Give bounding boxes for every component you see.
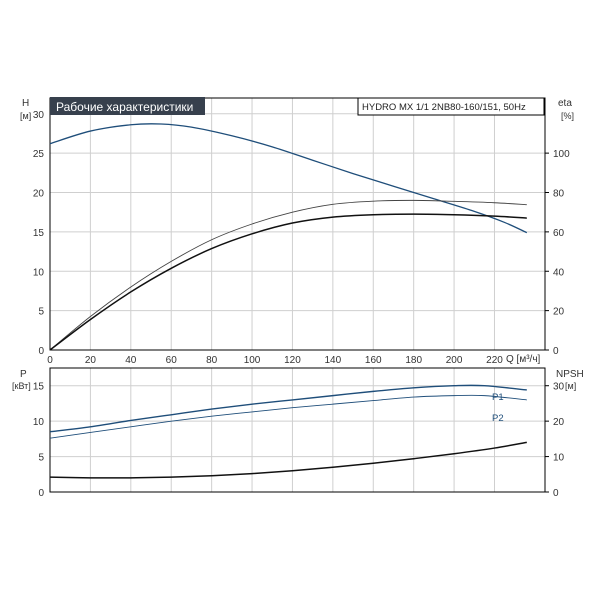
y-left-tick-label: 0	[38, 346, 44, 357]
x-tick-label: 40	[125, 355, 137, 366]
plot-frame	[49, 97, 546, 351]
upper-series	[49, 123, 528, 351]
x-tick-label: 140	[325, 355, 342, 366]
series-line-p2	[49, 394, 527, 439]
y-right-tick-label: 10	[553, 453, 565, 464]
y-left-tick-label: 10	[33, 417, 45, 428]
lower-tick-labels: 0 5 10 15 0 10 20 30	[33, 382, 565, 499]
y-right-title-lower: NPSH	[556, 369, 584, 380]
page-title: Рабочие характеристики	[56, 100, 193, 114]
x-tick-label: 20	[85, 355, 97, 366]
y-left-unit-lower: [кВт]	[12, 381, 31, 391]
series-label-p2: P2	[492, 413, 504, 424]
series-line-2	[49, 213, 527, 351]
x-tick-label: 80	[206, 355, 218, 366]
y-right-tick-label: 40	[553, 267, 565, 278]
x-tick-label: 0	[47, 355, 53, 366]
y-left-title-lower: P	[20, 369, 27, 380]
x-tick-label: 160	[365, 355, 382, 366]
y-right-tick-label: 100	[553, 149, 570, 160]
x-axis-title: Q [м³/ч]	[506, 354, 541, 365]
x-tick-label: 180	[405, 355, 422, 366]
y-left-tick-label: 5	[38, 453, 44, 464]
y-left-tick-label: 15	[33, 382, 45, 393]
y-left-title-upper: H	[22, 98, 29, 109]
x-tick-label: 220	[486, 355, 503, 366]
lower-series	[49, 384, 527, 479]
y-left-tick-label: 20	[33, 189, 45, 200]
upper-grid	[49, 97, 549, 351]
series-label-p1: P1	[492, 392, 504, 403]
y-right-tick-label: 80	[553, 189, 565, 200]
y-left-tick-label: 0	[38, 488, 44, 499]
series-line-2	[49, 441, 527, 479]
y-right-title-upper: eta	[558, 98, 572, 109]
y-right-unit-upper: [%]	[561, 111, 574, 121]
model-label: HYDRO MX 1/1 2NB80-160/151, 50Hz	[362, 102, 526, 113]
y-right-tick-label: 30	[553, 382, 565, 393]
y-right-tick-label: 60	[553, 228, 565, 239]
y-right-tick-label: 0	[553, 488, 559, 499]
y-left-tick-label: 10	[33, 267, 45, 278]
x-tick-label: 200	[446, 355, 463, 366]
series-line-p1	[49, 384, 527, 433]
title-box	[50, 97, 205, 115]
x-tick-label: 100	[244, 355, 261, 366]
upper-tick-labels: 0 20 40 60 80 100 120 140 160 180 200 2200510152025…	[33, 110, 570, 366]
y-left-unit-upper: [м]	[20, 111, 31, 121]
model-box	[357, 97, 545, 116]
y-right-tick-label: 20	[553, 307, 565, 318]
y-left-tick-label: 5	[38, 307, 44, 318]
y-right-unit-lower: [м]	[565, 381, 576, 391]
series-line-1	[49, 199, 527, 351]
y-left-tick-label: 30	[33, 110, 45, 121]
y-left-tick-label: 25	[33, 149, 45, 160]
y-left-tick-label: 15	[33, 228, 45, 239]
y-right-tick-label: 20	[553, 417, 565, 428]
series-line-0	[49, 123, 528, 234]
y-right-tick-label: 0	[553, 346, 559, 357]
x-tick-label: 60	[166, 355, 178, 366]
lower-grid	[49, 367, 549, 493]
plot-frame	[49, 367, 546, 493]
x-tick-label: 120	[284, 355, 301, 366]
